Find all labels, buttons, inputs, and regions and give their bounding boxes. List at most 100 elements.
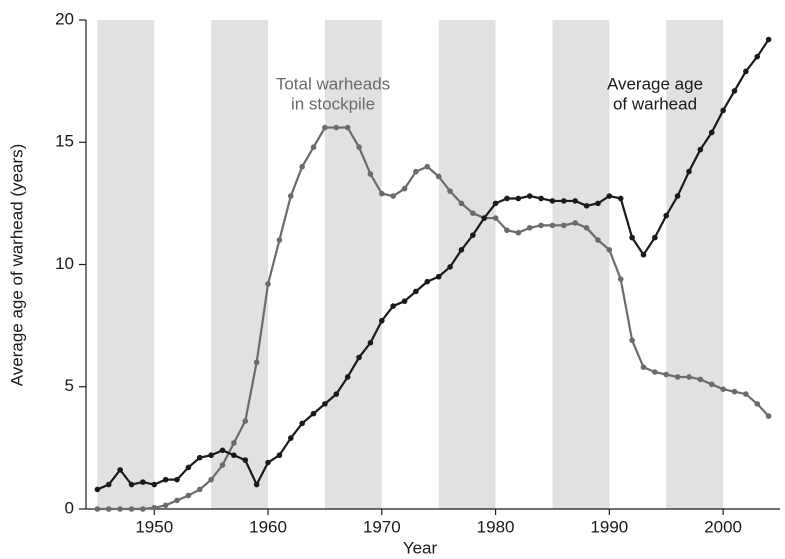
x-tick-label: 1960 xyxy=(249,517,287,536)
data-point xyxy=(128,481,135,488)
data-point xyxy=(731,388,738,395)
data-point xyxy=(526,193,533,199)
data-point xyxy=(549,198,556,204)
data-point xyxy=(652,369,658,375)
data-point xyxy=(162,502,169,509)
x-axis-label: Year xyxy=(403,538,438,557)
x-tick-label: 1970 xyxy=(363,517,401,536)
data-point xyxy=(117,506,123,512)
data-point xyxy=(731,88,738,94)
data-point xyxy=(322,124,328,131)
data-point xyxy=(697,376,704,383)
data-point xyxy=(401,185,408,192)
data-point xyxy=(572,198,579,204)
data-point xyxy=(174,476,180,483)
data-point xyxy=(413,168,419,175)
data-point xyxy=(492,200,499,207)
data-point xyxy=(697,146,704,153)
data-point xyxy=(629,337,635,344)
data-point xyxy=(470,232,476,238)
data-point xyxy=(606,247,613,253)
data-point xyxy=(208,452,214,459)
data-point xyxy=(674,374,681,380)
data-point xyxy=(253,481,260,488)
data-point xyxy=(287,435,294,441)
data-point xyxy=(447,264,453,270)
data-point xyxy=(526,225,533,231)
data-point xyxy=(413,288,419,295)
data-point xyxy=(435,273,442,280)
data-point xyxy=(629,234,635,241)
data-point xyxy=(583,203,590,209)
data-point xyxy=(595,237,601,243)
data-point xyxy=(174,497,180,504)
y-tick-label: 5 xyxy=(65,376,74,395)
data-point xyxy=(549,222,556,229)
shaded-band xyxy=(211,20,269,509)
data-point xyxy=(231,452,237,459)
data-point xyxy=(743,391,749,397)
series-label: of warhead xyxy=(613,94,697,113)
data-point xyxy=(606,193,613,199)
data-point xyxy=(151,481,158,488)
shaded-band xyxy=(97,20,155,509)
data-point xyxy=(344,374,351,380)
data-point xyxy=(504,195,510,202)
data-point xyxy=(515,229,522,236)
data-point xyxy=(492,215,499,221)
data-point xyxy=(105,481,112,488)
data-point xyxy=(162,476,169,483)
data-point xyxy=(140,479,146,485)
data-point xyxy=(754,53,761,60)
data-point xyxy=(640,364,647,370)
data-point xyxy=(561,198,567,204)
data-point xyxy=(640,251,647,258)
x-tick-label: 1990 xyxy=(590,517,628,536)
data-point xyxy=(435,173,442,180)
data-point xyxy=(310,144,317,150)
data-point xyxy=(379,317,385,324)
data-point xyxy=(458,200,465,207)
data-point xyxy=(219,462,226,468)
data-point xyxy=(208,476,214,483)
series-label: in stockpile xyxy=(291,94,375,113)
data-point xyxy=(322,401,328,407)
data-point xyxy=(105,506,112,512)
data-point xyxy=(287,193,294,199)
data-point xyxy=(242,418,249,424)
data-point xyxy=(265,281,271,287)
data-point xyxy=(504,227,510,234)
y-tick-label: 20 xyxy=(55,9,74,28)
data-point xyxy=(333,124,340,131)
data-point xyxy=(424,163,431,170)
data-point xyxy=(595,200,601,207)
data-point xyxy=(686,168,692,175)
shaded-band xyxy=(552,20,610,509)
data-point xyxy=(356,144,362,150)
y-tick-label: 15 xyxy=(55,132,74,151)
data-point xyxy=(652,234,658,241)
data-point xyxy=(344,124,351,131)
series-label: Average age xyxy=(607,74,703,93)
data-point xyxy=(151,504,158,511)
data-point xyxy=(538,222,544,229)
data-point xyxy=(219,447,226,454)
data-point xyxy=(765,36,772,43)
y-axis-label: Average age of warhead (years) xyxy=(7,144,26,387)
data-point xyxy=(708,129,715,136)
data-point xyxy=(196,486,203,493)
data-point xyxy=(196,454,203,461)
data-point xyxy=(401,298,408,304)
data-point xyxy=(481,215,487,221)
data-point xyxy=(265,459,271,466)
x-tick-label: 1950 xyxy=(135,517,173,536)
data-point xyxy=(765,413,772,419)
data-point xyxy=(185,492,192,499)
data-point xyxy=(117,467,123,473)
shaded-band xyxy=(666,20,724,509)
data-point xyxy=(470,210,476,216)
x-tick-label: 2000 xyxy=(704,517,742,536)
shaded-band xyxy=(438,20,496,509)
y-tick-label: 0 xyxy=(65,498,74,517)
